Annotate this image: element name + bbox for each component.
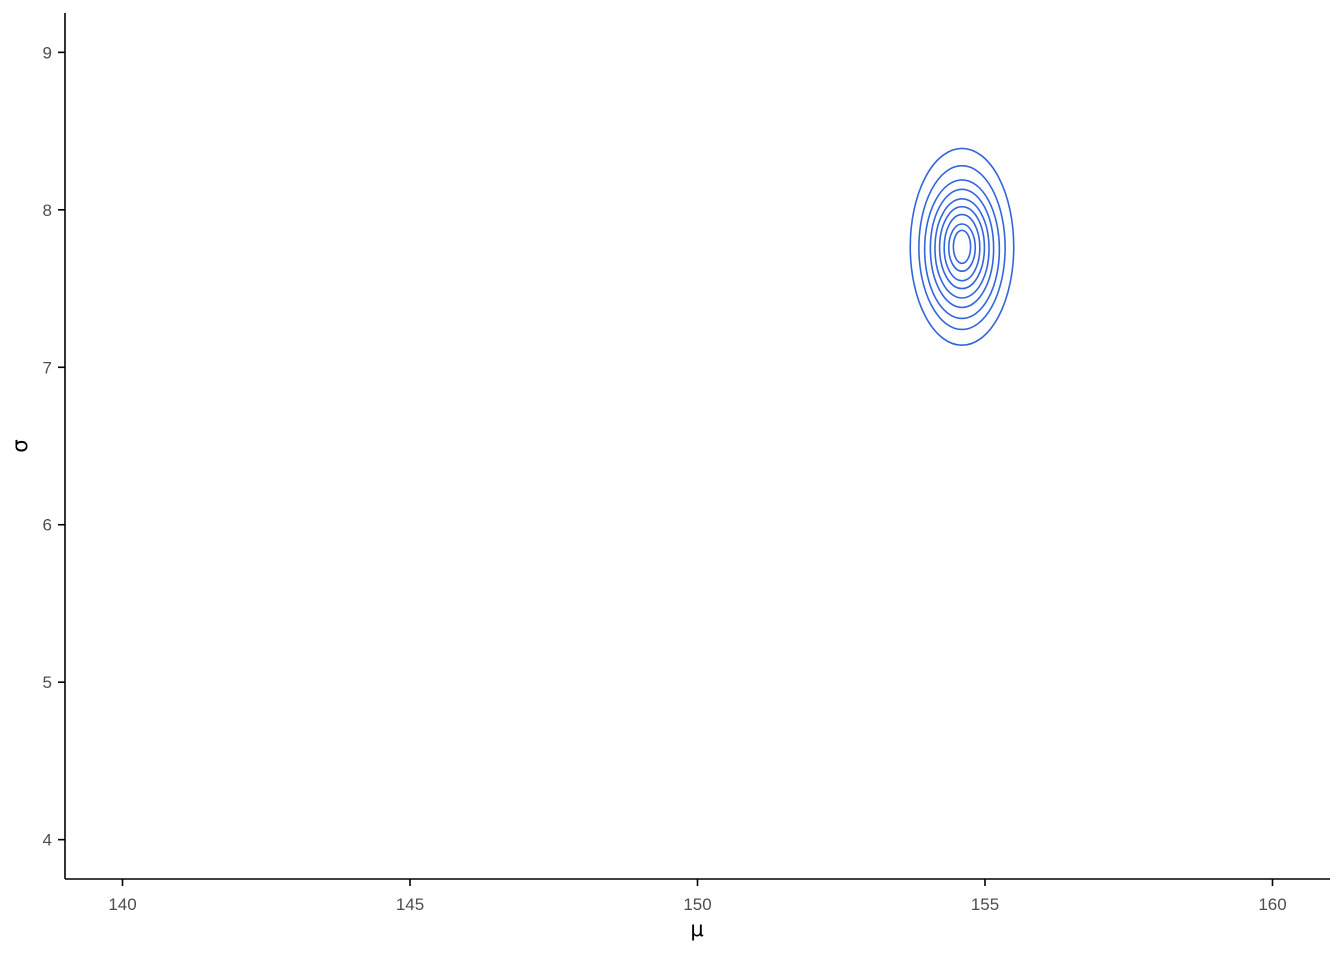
contour-level-8 <box>947 223 977 273</box>
contour-level-5 <box>934 197 990 299</box>
y-axis-title: σ <box>8 439 32 452</box>
x-tick-label: 140 <box>108 895 136 914</box>
contour-level-1 <box>909 147 1015 347</box>
contour-level-4 <box>929 188 995 309</box>
x-tick-label: 155 <box>971 895 999 914</box>
x-axis-ticks: 140 145 150 155 160 <box>108 879 1287 914</box>
y-tick-label: 5 <box>43 673 52 692</box>
x-tick-label: 160 <box>1258 895 1286 914</box>
y-axis-ticks: 4 5 6 7 8 9 <box>43 43 65 850</box>
x-tick-label: 145 <box>396 895 424 914</box>
contour-level-3 <box>923 179 1001 320</box>
x-axis-title: μ <box>690 917 703 941</box>
y-tick-label: 8 <box>43 201 52 220</box>
y-tick-label: 4 <box>43 831 52 850</box>
contour-level-2 <box>918 164 1006 331</box>
contour-lines <box>909 147 1015 347</box>
y-tick-label: 7 <box>43 358 52 377</box>
y-tick-label: 6 <box>43 516 52 535</box>
contour-level-9 <box>952 229 972 265</box>
x-tick-label: 150 <box>683 895 711 914</box>
contour-level-6 <box>938 205 986 290</box>
contour-level-7 <box>943 213 981 282</box>
y-tick-label: 9 <box>43 43 52 62</box>
